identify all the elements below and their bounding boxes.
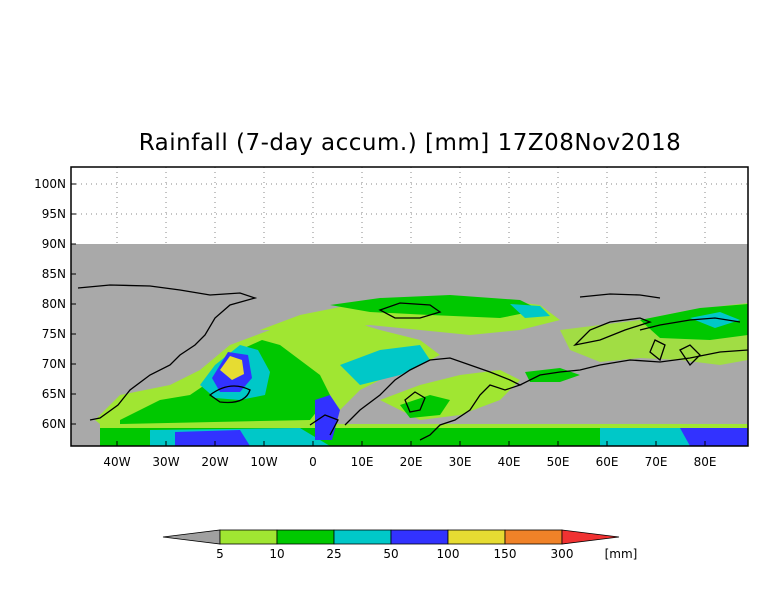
- colorbar-segment: [162, 529, 221, 545]
- lon-label: 80E: [694, 455, 717, 469]
- lon-label: 60E: [596, 455, 619, 469]
- longitude-axis: 40W 30W 20W 10W 0 10E 20E 30E 40E 50E 60E 70E 80E: [103, 441, 716, 469]
- lon-label: 20W: [201, 455, 228, 469]
- colorbar-segment: [447, 529, 506, 545]
- colorbar: 5 10 25 50 100 150 300 [mm]: [162, 529, 638, 561]
- coastlines: [77, 284, 748, 441]
- colorbar-label: 150: [494, 547, 517, 561]
- lon-label: 30W: [152, 455, 179, 469]
- lon-label: 70E: [645, 455, 668, 469]
- lon-label: 50E: [547, 455, 570, 469]
- lon-label: 0: [309, 455, 317, 469]
- colorbar-unit: [mm]: [605, 547, 638, 561]
- colorbar-segment: [561, 529, 620, 545]
- lon-label: 10W: [250, 455, 277, 469]
- colorbar-label: 10: [269, 547, 284, 561]
- latitude-axis: 100N 95N 90N 85N 80N 75N 70N 65N 60N: [34, 177, 76, 431]
- colorbar-segment: [390, 529, 449, 545]
- colorbar-segment: [219, 529, 278, 545]
- lat-label: 90N: [42, 237, 66, 251]
- lon-label: 30E: [449, 455, 472, 469]
- map-title: Rainfall (7-day accum.) [mm] 17Z08Nov201…: [138, 130, 682, 156]
- plot-frame: [70, 166, 749, 447]
- lat-label: 85N: [42, 267, 66, 281]
- colorbar-segment: [276, 529, 335, 545]
- colorbar-segment: [504, 529, 563, 545]
- colorbar-label: 300: [551, 547, 574, 561]
- colorbar-label: 100: [437, 547, 460, 561]
- colorbar-label: 50: [383, 547, 398, 561]
- lon-label: 20E: [400, 455, 423, 469]
- lat-label: 80N: [42, 297, 66, 311]
- lon-label: 40E: [498, 455, 521, 469]
- lat-label: 100N: [34, 177, 66, 191]
- lat-label: 75N: [42, 327, 66, 341]
- lat-label: 60N: [42, 417, 66, 431]
- colorbar-label: 25: [326, 547, 341, 561]
- lat-label: 95N: [42, 207, 66, 221]
- colorbar-segment: [333, 529, 392, 545]
- colorbar-label: 5: [216, 547, 224, 561]
- lon-label: 10E: [351, 455, 374, 469]
- lat-label: 65N: [42, 387, 66, 401]
- lon-label: 40W: [103, 455, 130, 469]
- lat-label: 70N: [42, 357, 66, 371]
